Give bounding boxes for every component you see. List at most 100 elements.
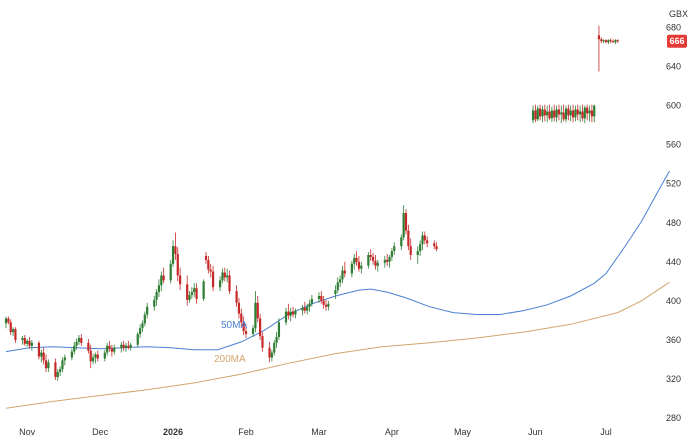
candle-body [56,372,59,377]
ma200-label: 200MA [214,354,246,365]
candle-body [421,235,424,245]
candle-body [543,109,546,116]
candle-body [317,295,321,299]
candle-body [423,235,426,241]
candle-body [426,240,429,244]
y-tick-label: 400 [666,296,681,306]
candle-body [235,291,238,303]
candle-body [73,345,76,352]
candle-body [560,112,563,115]
candle-body [320,295,323,301]
candle-body [555,109,558,118]
candle-body [136,334,139,345]
y-tick-label: 640 [666,62,681,72]
candle-body [44,360,48,369]
candle-body [287,311,290,316]
candle-body [531,110,535,121]
candle-body [574,109,577,118]
candle-body [141,323,144,329]
candle-body [322,300,325,305]
candle-body [334,290,337,295]
candle-body [42,352,45,361]
candle-body [268,347,271,358]
candle-body [77,337,81,342]
y-tick-label: 600 [666,101,681,111]
candle-body [369,254,372,257]
candle-body [416,251,419,255]
candle-body [110,348,113,352]
candle-body [539,108,542,117]
candle-body [47,362,50,369]
candle-body [139,328,142,335]
y-tick-label: 440 [666,257,681,267]
y-tick-label: 560 [666,140,681,150]
candle-body [11,329,15,333]
candle-body [261,336,264,348]
candle-body [9,322,12,333]
candle-body [404,213,408,231]
candle-body [303,307,306,311]
candle-body [571,110,575,118]
candle-body [202,281,205,299]
candle-body [548,111,551,119]
candle-body [256,302,259,319]
candle-body [219,280,222,288]
candle-body [341,270,344,280]
candle-body [96,354,99,359]
x-tick-label: May [454,427,472,437]
candle-body [174,246,177,254]
candle-body [409,246,412,255]
candle-body [579,111,582,115]
candle-body [607,40,610,43]
x-tick-label: Apr [385,427,399,437]
candle-body [270,352,273,358]
candle-body [228,275,231,292]
candle-body [63,357,66,361]
candle-body [61,360,64,370]
candle-body [383,259,386,263]
candle-body [353,257,356,264]
x-axis: Nov Dec 2026 Feb Mar Apr May Jun Jul [19,427,612,437]
candle-body [534,110,537,120]
candle-body [254,302,257,329]
candle-body [306,306,309,311]
candle-body [569,110,572,116]
candle-body [14,329,17,340]
candle-body [557,109,561,115]
candle-body [106,345,109,353]
candle-body [386,259,389,262]
y-tick-label: 320 [666,374,681,384]
last-price-tag: 666 [667,34,687,48]
y-tick-label: 480 [666,218,681,228]
candle-body [360,265,363,269]
candle-body [54,362,57,377]
candle-body [7,318,10,323]
candle-body [590,110,593,117]
candle-body [143,314,146,324]
ma200-line [5,281,670,409]
candle-body [419,244,422,252]
candle-body [597,35,601,40]
candle-body [103,352,106,359]
candle-body [226,275,229,278]
candle-body [390,251,393,257]
candle-body [209,269,212,272]
candle-body [308,303,311,307]
price-tag-background [667,34,687,48]
candle-body [546,111,549,116]
candle-body [108,345,111,349]
candle-body [28,340,31,346]
candle-body [207,259,210,270]
candle-body [289,311,292,316]
candle-body [75,341,78,346]
candle-body [176,254,179,276]
y-tick-label: 360 [666,335,681,345]
candle-body [188,295,191,300]
candle-body [40,352,43,357]
candle-body [588,110,591,114]
candle-body [87,342,90,351]
candle-body [193,288,196,293]
candle-body [324,304,328,307]
candle-body [433,243,436,247]
candle-body [402,213,405,238]
